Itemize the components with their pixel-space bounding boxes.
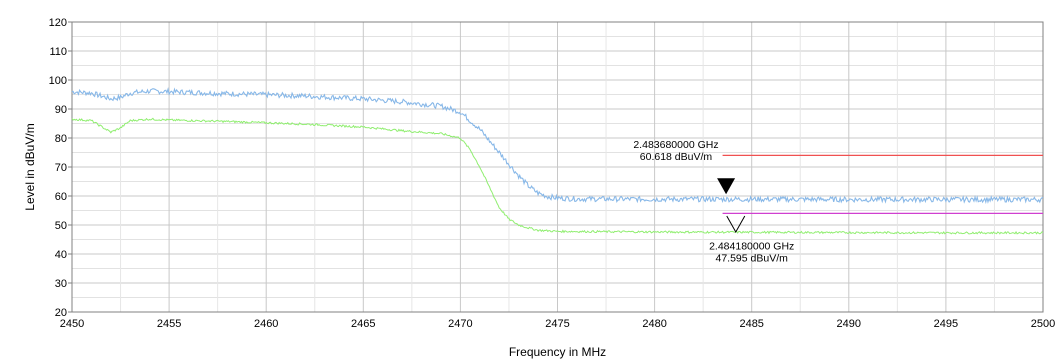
x-tick-label: 2455 (157, 318, 181, 330)
series-traces (71, 87, 1044, 235)
x-tick-label: 2500 (1031, 318, 1055, 330)
y-tick-label: 50 (55, 220, 67, 232)
marker-1-frequency-label: 2.483680000 GHz (633, 139, 718, 151)
grid (72, 22, 1043, 312)
y-tick-label: 70 (55, 162, 67, 174)
x-tick-label: 2450 (60, 318, 84, 330)
tick-labels: 20 30 40 50 60 70 80 90 100 110 120 2450 2455 2460 246… (49, 17, 1056, 330)
series-average-trace (71, 117, 1044, 235)
x-tick-label: 2480 (642, 318, 666, 330)
y-tick-label: 40 (55, 249, 67, 261)
y-tick-label: 80 (55, 133, 67, 145)
y-tick-label: 20 (55, 307, 67, 319)
y-tick-label: 60 (55, 191, 67, 203)
y-axis-title: Level in dBuV/m (23, 123, 37, 210)
marker-2-level-label: 47.595 dBuV/m (716, 252, 789, 264)
marker-1-level-label: 60.618 dBuV/m (640, 151, 713, 163)
y-tick-label: 110 (49, 46, 67, 58)
x-axis-title: Frequency in MHz (509, 345, 606, 359)
y-tick-label: 120 (49, 17, 67, 29)
x-tick-label: 2495 (934, 318, 958, 330)
limit-lines (722, 154, 1043, 214)
marker-2-triangle (726, 215, 746, 233)
x-tick-label: 2485 (739, 318, 763, 330)
x-tick-label: 2465 (351, 318, 375, 330)
x-tick-label: 2470 (448, 318, 472, 330)
series-peak-trace (71, 87, 1044, 205)
x-tick-label: 2460 (254, 318, 278, 330)
y-tick-label: 30 (55, 278, 67, 290)
y-tick-label: 90 (55, 104, 67, 116)
x-tick-label: 2475 (545, 318, 569, 330)
marker-1-triangle (717, 178, 736, 195)
y-tick-label: 100 (49, 75, 67, 87)
x-tick-label: 2490 (837, 318, 861, 330)
marker-2-frequency-label: 2.484180000 GHz (709, 241, 794, 253)
